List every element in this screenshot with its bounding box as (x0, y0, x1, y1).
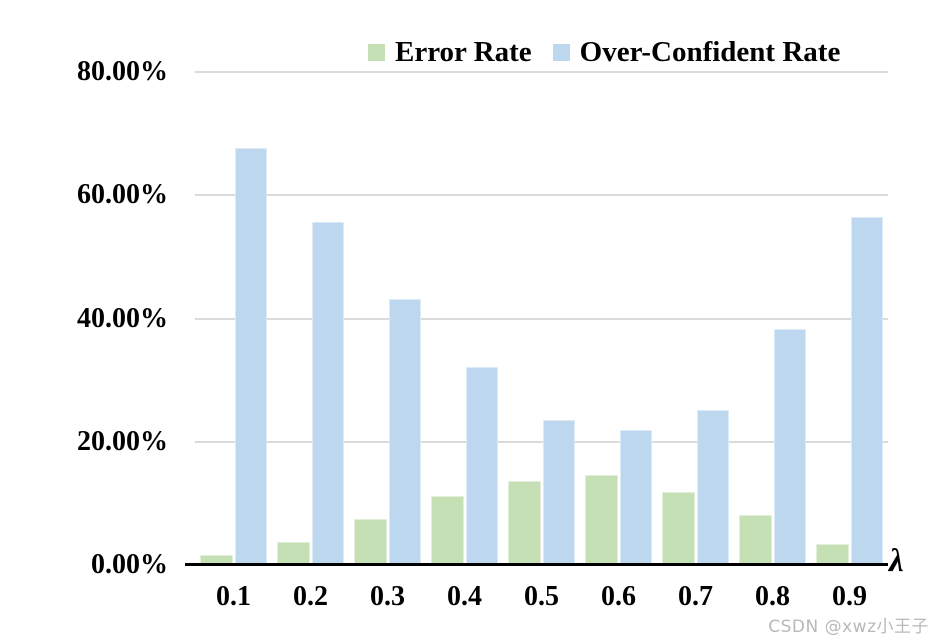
bar-over-confident-rate-0.4 (466, 366, 498, 565)
y-tick-label: 40.00% (77, 302, 168, 334)
legend-label: Error Rate (395, 35, 532, 68)
gridline-40 (195, 317, 888, 320)
x-tick-label: 0.2 (293, 581, 328, 612)
x-tick-label: 0.7 (678, 581, 713, 612)
bar-over-confident-rate-0.3 (389, 299, 421, 565)
bar-error-rate-0.6 (585, 475, 618, 565)
legend-swatch-icon (368, 43, 385, 61)
legend-swatch-icon (552, 43, 570, 61)
bar-error-rate-0.8 (739, 515, 772, 565)
bar-series-container (195, 72, 888, 565)
y-tick-label: 20.00% (77, 425, 168, 457)
bar-over-confident-rate-0.9 (851, 216, 883, 565)
bar-over-confident-rate-0.8 (774, 329, 806, 565)
gridline-60 (195, 194, 888, 197)
bar-over-confident-rate-0.5 (543, 420, 575, 565)
bar-error-rate-0.9 (816, 544, 849, 565)
legend-item-over-confident-rate: Over-Confident Rate (552, 35, 841, 69)
category-group-0.6 (580, 72, 657, 565)
bar-error-rate-0.1 (200, 555, 233, 565)
watermark: CSDN @xwz小王子 (768, 617, 929, 637)
bar-over-confident-rate-0.6 (620, 430, 652, 565)
x-axis-tick-labels: 0.1 0.2 0.3 0.4 0.5 0.6 0.7 0.8 0.9 (195, 581, 888, 613)
x-tick-label: 0.1 (216, 581, 251, 612)
gridline-20 (195, 440, 888, 443)
bar-error-rate-0.5 (508, 481, 541, 565)
bar-over-confident-rate-0.7 (697, 410, 729, 565)
gridline-80 (195, 71, 888, 73)
category-group-0.5 (503, 72, 580, 565)
x-axis-title: λ (889, 543, 904, 579)
x-tick-label: 0.6 (601, 581, 636, 612)
x-tick-label: 0.9 (832, 581, 867, 612)
x-tick-label: 0.3 (370, 581, 405, 612)
x-axis-line (185, 563, 888, 566)
legend-label: Over-Confident Rate (579, 35, 841, 68)
chart-legend: Error Rate Over-Confident Rate (368, 35, 841, 69)
plot-area (195, 71, 888, 565)
y-tick-label: 0.00% (91, 549, 168, 580)
bar-error-rate-0.4 (431, 495, 464, 565)
category-group-0.1 (195, 72, 272, 565)
category-group-0.4 (426, 72, 503, 565)
category-group-0.8 (734, 72, 811, 565)
bar-error-rate-0.2 (277, 542, 310, 565)
bar-over-confident-rate-0.1 (235, 147, 267, 565)
x-tick-label: 0.8 (755, 581, 790, 612)
x-tick-label: 0.5 (524, 581, 559, 612)
category-group-0.7 (657, 72, 734, 565)
bar-over-confident-rate-0.2 (312, 222, 344, 565)
bar-error-rate-0.7 (662, 491, 695, 565)
category-group-0.2 (272, 72, 349, 565)
x-tick-label: 0.4 (447, 581, 482, 612)
y-tick-label: 80.00% (77, 56, 168, 87)
legend-item-error-rate: Error Rate (368, 36, 532, 69)
category-group-0.9 (811, 72, 888, 565)
category-group-0.3 (349, 72, 426, 565)
bar-error-rate-0.3 (354, 519, 387, 565)
y-tick-label: 60.00% (77, 179, 168, 211)
